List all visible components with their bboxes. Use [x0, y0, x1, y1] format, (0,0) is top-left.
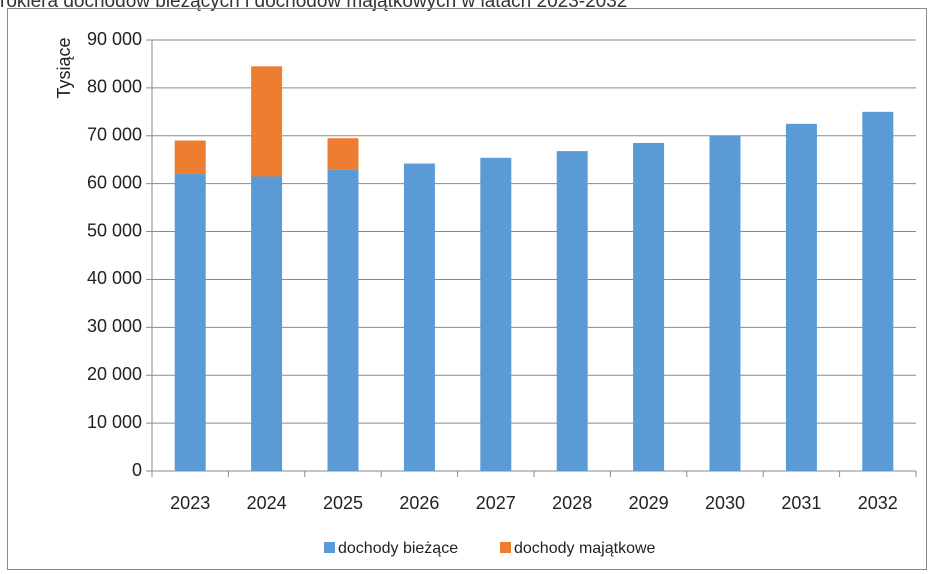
bar-segment — [403, 163, 435, 471]
legend-swatch — [500, 542, 511, 553]
legend-swatch — [324, 542, 335, 553]
bar-segment — [785, 123, 817, 472]
bar-segment — [633, 142, 665, 471]
bar-segment — [862, 111, 894, 471]
bar-segment — [327, 138, 359, 170]
y-tick-label: 90 000 — [87, 29, 142, 49]
y-tick-label: 70 000 — [87, 125, 142, 145]
chart-frame — [7, 8, 927, 570]
legend: dochody bieżące dochody majątkowe — [324, 540, 656, 557]
x-tick-label: 2029 — [629, 493, 669, 513]
y-tick-label: 30 000 — [87, 316, 142, 336]
x-tick-label: 2024 — [247, 493, 287, 513]
y-tick-label: 0 — [132, 460, 142, 480]
bar-segment — [556, 151, 588, 471]
bar-segment — [480, 157, 512, 471]
bar-segment — [251, 176, 283, 471]
y-tick-label: 20 000 — [87, 364, 142, 384]
bar-segment — [709, 135, 741, 471]
y-tick-label: 60 000 — [87, 172, 142, 192]
y-tick-label: 10 000 — [87, 412, 142, 432]
y-tick-label: 80 000 — [87, 77, 142, 97]
x-tick-label: 2023 — [170, 493, 210, 513]
x-tick-label: 2027 — [476, 493, 516, 513]
x-tick-label: 2032 — [858, 493, 898, 513]
x-tick-label: 2025 — [323, 493, 363, 513]
legend-label: dochody bieżące — [338, 540, 458, 557]
bar-segment — [327, 169, 359, 472]
legend-label: dochody majątkowe — [514, 540, 656, 557]
x-tick-label: 2026 — [399, 493, 439, 513]
y-axis-label: Tysiące — [54, 37, 74, 98]
bars — [174, 66, 894, 472]
bar-segment — [251, 66, 283, 177]
bar-segment — [174, 174, 206, 472]
y-tick-label: 50 000 — [87, 220, 142, 240]
tick-labels: 0 10 000 20 000 30 000 40 000 50 000 60 000 70 … — [87, 29, 898, 513]
bar-segment — [174, 140, 206, 175]
x-tick-label: 2031 — [781, 493, 821, 513]
x-tick-label: 2030 — [705, 493, 745, 513]
chart-title: rokiera dochodów bieżących i dochodów ma… — [0, 0, 628, 12]
y-tick-label: 40 000 — [87, 268, 142, 288]
x-tick-label: 2028 — [552, 493, 592, 513]
